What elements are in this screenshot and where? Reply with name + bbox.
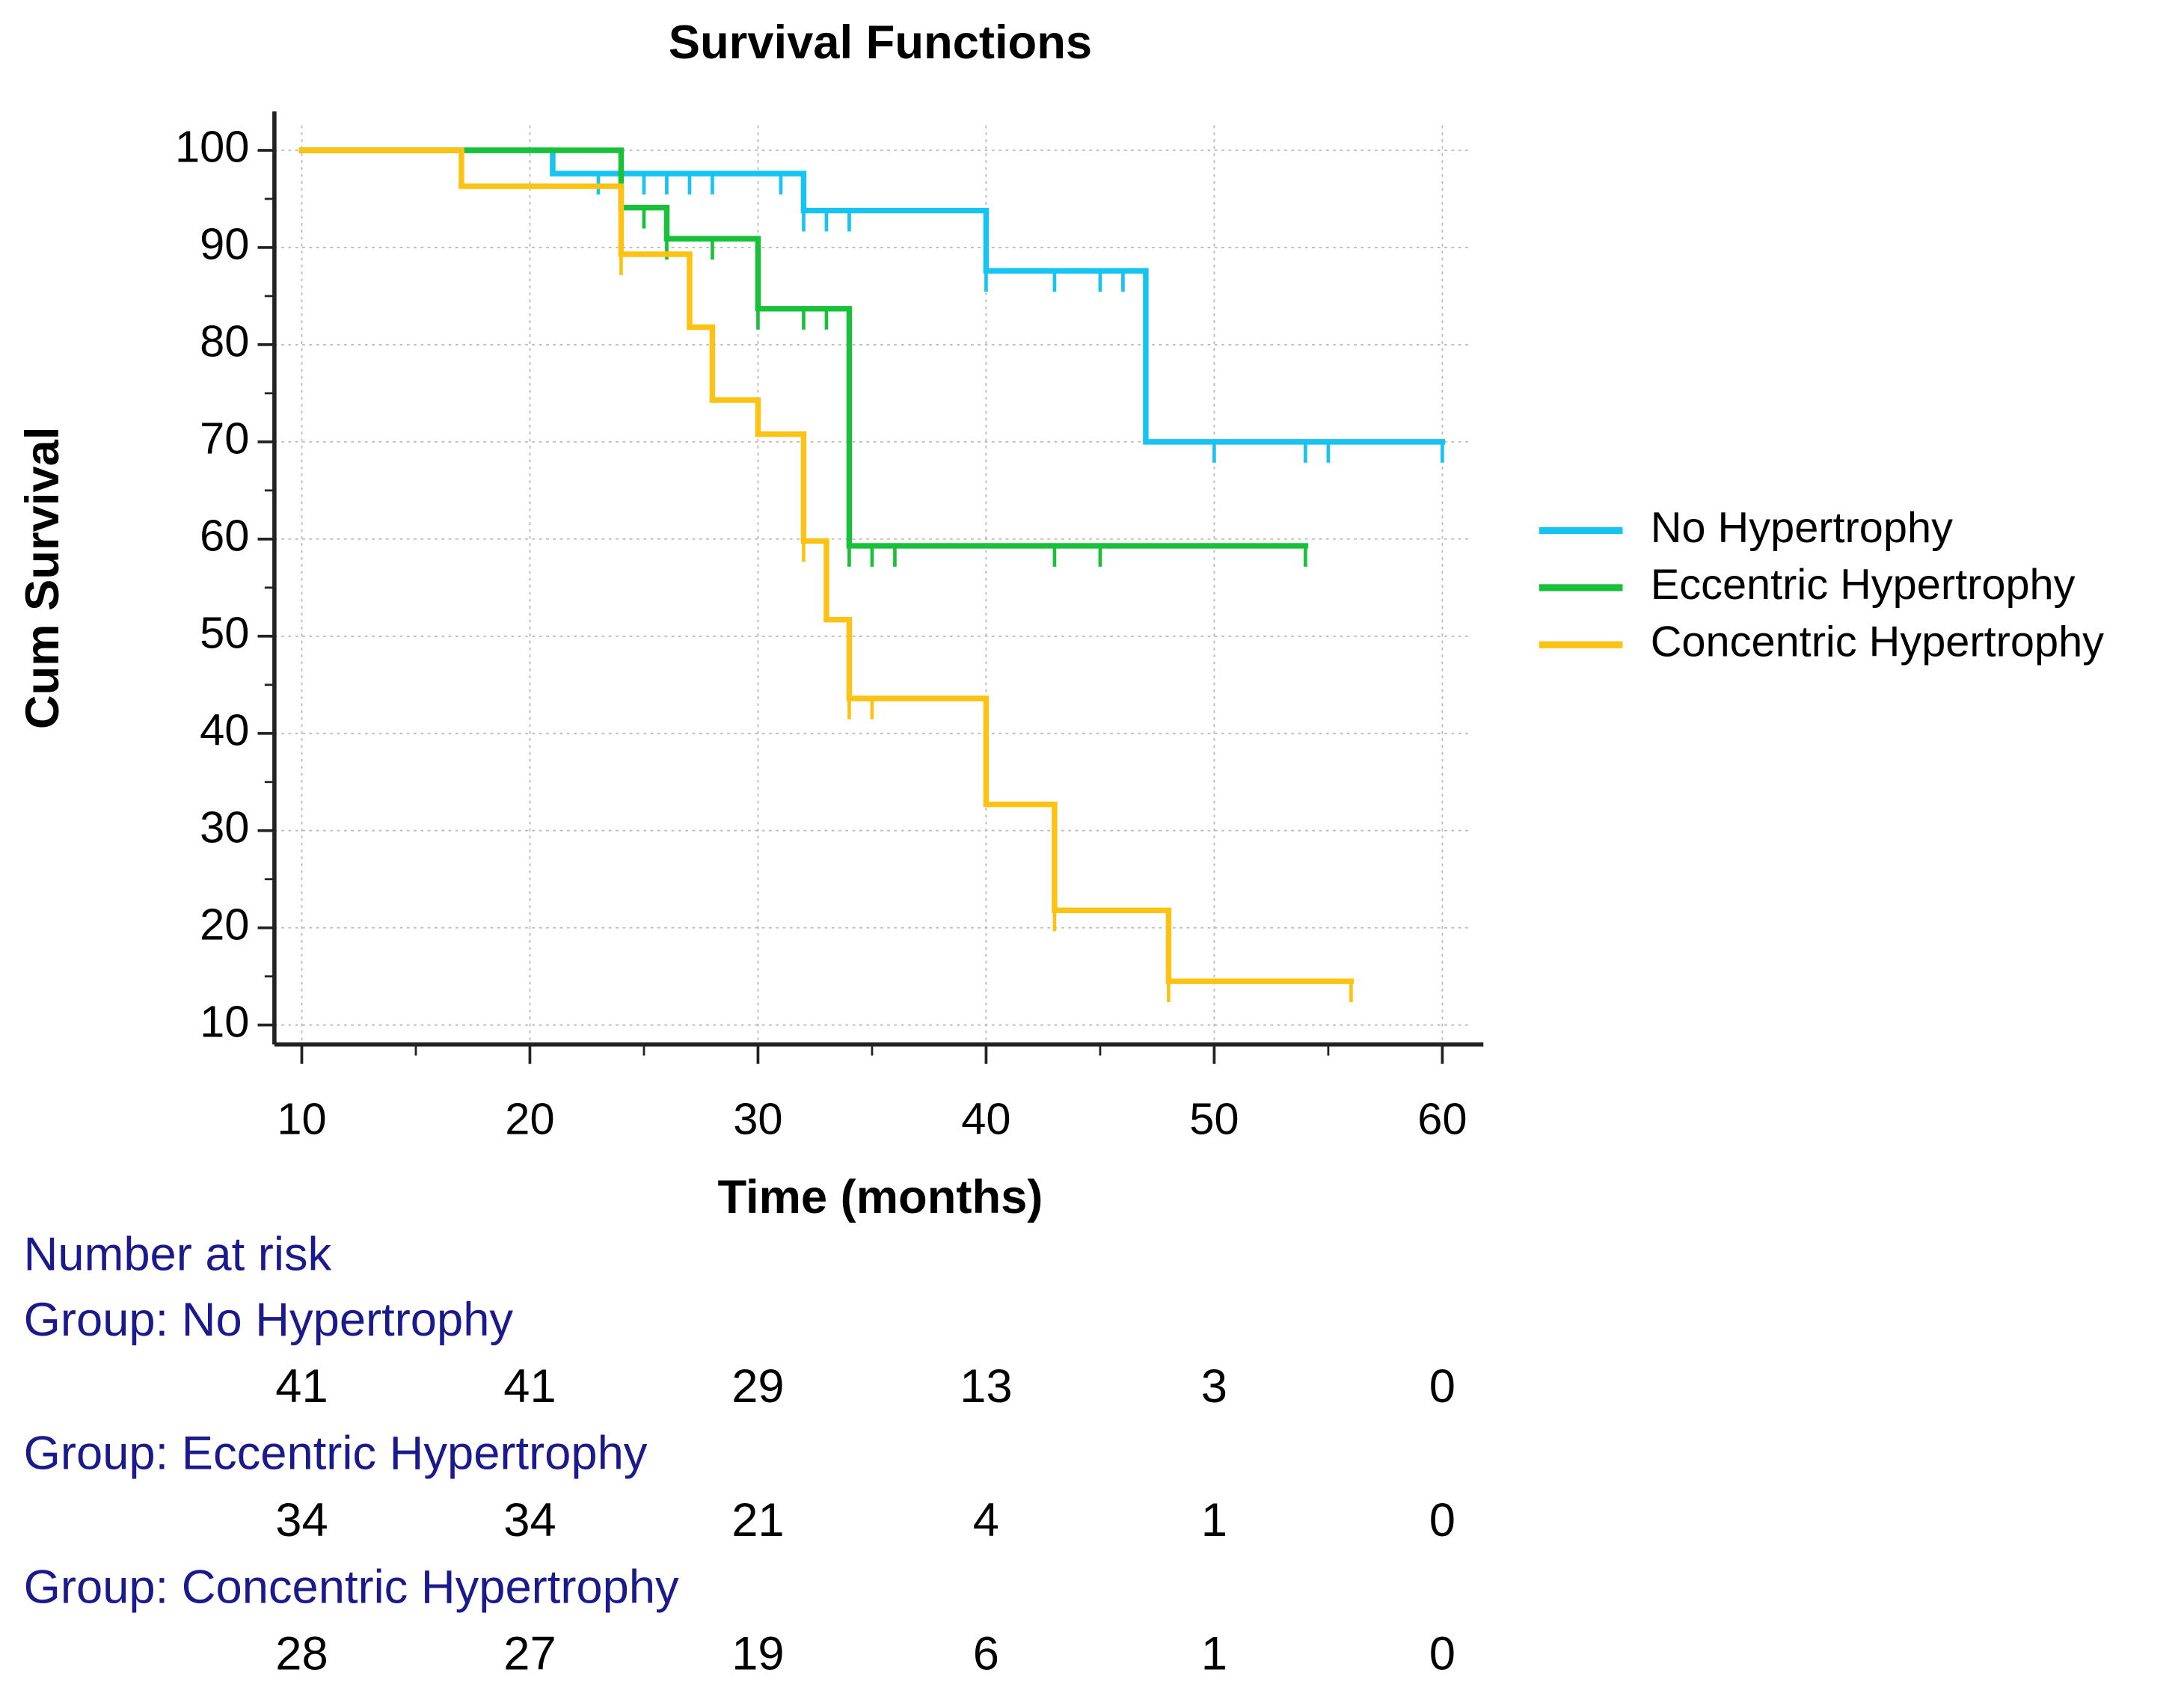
chart-title: Survival Functions <box>669 16 1092 69</box>
risk-count: 13 <box>960 1360 1012 1413</box>
legend-label: Concentric Hypertrophy <box>1651 618 2104 666</box>
y-axis-label: Cum Survival <box>16 427 69 730</box>
x-tick-label: 30 <box>733 1094 782 1144</box>
y-tick-label: 60 <box>200 511 249 561</box>
risk-table-title: Number at risk <box>24 1228 332 1280</box>
risk-count: 41 <box>275 1360 328 1413</box>
y-tick-label: 100 <box>175 122 249 172</box>
risk-count: 34 <box>503 1494 556 1546</box>
x-tick-label: 40 <box>961 1094 1010 1144</box>
risk-count: 0 <box>1429 1360 1456 1413</box>
risk-count: 6 <box>973 1628 999 1680</box>
y-tick-label: 30 <box>200 802 249 852</box>
risk-count: 4 <box>973 1494 999 1546</box>
risk-group-label: Group: No Hypertrophy <box>24 1294 514 1346</box>
x-tick-label: 10 <box>277 1094 326 1144</box>
y-tick-label: 90 <box>200 219 249 269</box>
x-axis-label: Time (months) <box>717 1171 1043 1223</box>
y-tick-label: 40 <box>200 704 249 755</box>
risk-group-label: Group: Concentric Hypertrophy <box>24 1561 679 1613</box>
risk-count: 0 <box>1429 1494 1456 1546</box>
risk-count: 27 <box>503 1628 556 1680</box>
risk-count: 34 <box>275 1494 328 1546</box>
y-tick-label: 50 <box>200 608 249 658</box>
risk-count: 41 <box>503 1360 556 1413</box>
risk-count: 0 <box>1429 1628 1456 1680</box>
risk-count: 1 <box>1201 1628 1227 1680</box>
risk-count: 28 <box>275 1628 328 1680</box>
y-tick-label: 20 <box>200 899 249 949</box>
risk-count: 29 <box>731 1360 784 1413</box>
risk-count: 3 <box>1201 1360 1227 1413</box>
y-tick-label: 70 <box>200 414 249 464</box>
x-tick-label: 60 <box>1417 1094 1467 1144</box>
risk-count: 1 <box>1201 1494 1227 1546</box>
legend-label: No Hypertrophy <box>1651 504 1953 552</box>
y-tick-label: 10 <box>200 996 249 1046</box>
legend-label: Eccentric Hypertrophy <box>1651 561 2076 609</box>
risk-count: 21 <box>731 1494 784 1546</box>
risk-group-label: Group: Eccentric Hypertrophy <box>24 1428 648 1480</box>
x-tick-label: 20 <box>505 1094 554 1144</box>
risk-count: 19 <box>731 1628 784 1680</box>
y-tick-label: 80 <box>200 316 249 366</box>
x-tick-label: 50 <box>1189 1094 1239 1144</box>
